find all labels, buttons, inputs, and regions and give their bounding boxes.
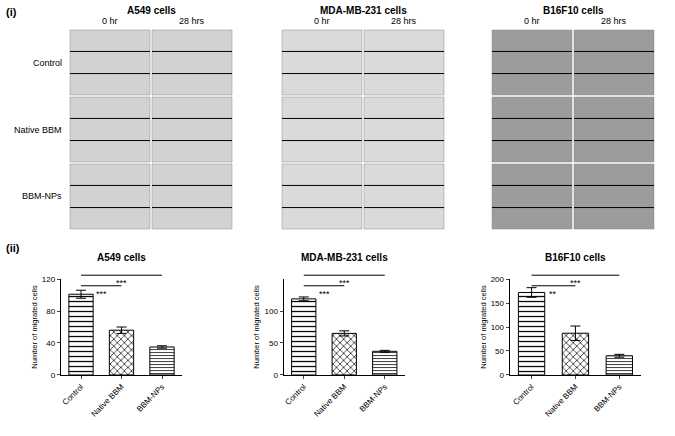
svg-text:MDA-MB-231 cells: MDA-MB-231 cells — [320, 5, 407, 16]
svg-text:Native BBM: Native BBM — [90, 382, 126, 418]
svg-text:50: 50 — [495, 347, 504, 356]
svg-text:Native BBM: Native BBM — [543, 382, 579, 418]
svg-text:***: *** — [116, 278, 127, 288]
svg-text:Control: Control — [33, 58, 62, 68]
svg-text:100: 100 — [491, 323, 505, 332]
svg-text:BBM-NPs: BBM-NPs — [358, 382, 389, 413]
svg-text:Number of migrated cells: Number of migrated cells — [30, 285, 39, 369]
svg-text:***: *** — [96, 289, 107, 299]
svg-text:200: 200 — [491, 275, 505, 284]
svg-text:Control: Control — [61, 382, 86, 407]
svg-text:150: 150 — [491, 299, 505, 308]
svg-text:28 hrs: 28 hrs — [179, 16, 205, 26]
svg-text:BBM-NPs: BBM-NPs — [592, 382, 623, 413]
svg-text:B16F10 cells: B16F10 cells — [545, 252, 606, 263]
svg-text:MDA-MB-231 cells: MDA-MB-231 cells — [301, 252, 388, 263]
svg-text:0 hr: 0 hr — [524, 16, 540, 26]
svg-text:Number of migrated cells: Number of migrated cells — [479, 285, 488, 369]
svg-text:0 hr: 0 hr — [314, 16, 330, 26]
svg-text:120: 120 — [42, 275, 56, 284]
svg-text:50: 50 — [269, 339, 278, 348]
svg-text:***: *** — [570, 278, 581, 288]
svg-text:80: 80 — [46, 307, 55, 316]
svg-text:A549 cells: A549 cells — [127, 5, 176, 16]
svg-text:***: *** — [339, 278, 350, 288]
svg-text:0: 0 — [273, 371, 278, 380]
svg-text:Native BBM: Native BBM — [14, 125, 62, 135]
svg-text:(ii): (ii) — [6, 242, 20, 254]
svg-text:Control: Control — [283, 382, 308, 407]
svg-text:100: 100 — [265, 307, 279, 316]
svg-text:**: ** — [549, 289, 557, 299]
svg-text:0: 0 — [500, 371, 505, 380]
svg-text:***: *** — [319, 289, 330, 299]
svg-text:BBM-NPs: BBM-NPs — [22, 191, 62, 201]
svg-text:28 hrs: 28 hrs — [601, 16, 627, 26]
svg-text:Number of migrated cells: Number of migrated cells — [252, 285, 261, 369]
svg-text:28 hrs: 28 hrs — [391, 16, 417, 26]
svg-text:B16F10 cells: B16F10 cells — [543, 5, 604, 16]
svg-text:40: 40 — [46, 339, 55, 348]
svg-text:0 hr: 0 hr — [102, 16, 118, 26]
svg-text:BBM-NPs: BBM-NPs — [135, 382, 166, 413]
svg-text:Control: Control — [511, 382, 536, 407]
svg-text:(i): (i) — [6, 6, 17, 18]
svg-text:Native BBM: Native BBM — [312, 382, 348, 418]
svg-text:A549 cells: A549 cells — [97, 252, 146, 263]
svg-text:0: 0 — [51, 371, 56, 380]
